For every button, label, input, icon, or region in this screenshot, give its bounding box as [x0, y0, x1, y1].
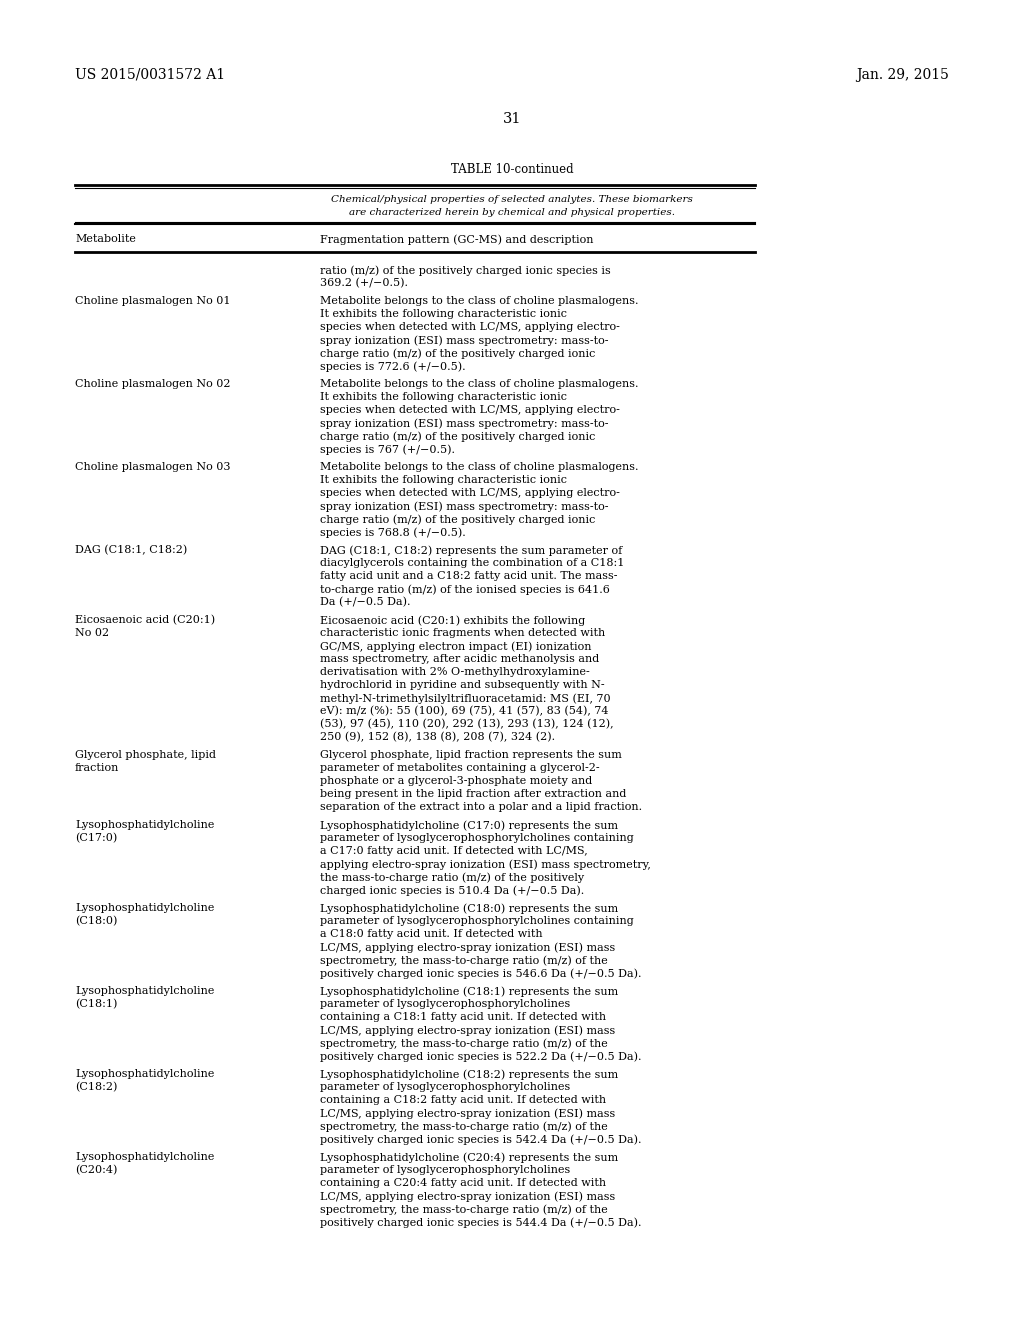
Text: charge ratio (m/z) of the positively charged ionic: charge ratio (m/z) of the positively cha… — [319, 432, 595, 442]
Text: LC/MS, applying electro-spray ionization (ESI) mass: LC/MS, applying electro-spray ionization… — [319, 1191, 615, 1201]
Text: spray ionization (ESI) mass spectrometry: mass-to-: spray ionization (ESI) mass spectrometry… — [319, 502, 608, 512]
Text: Jan. 29, 2015: Jan. 29, 2015 — [856, 69, 949, 82]
Text: (53), 97 (45), 110 (20), 292 (13), 293 (13), 124 (12),: (53), 97 (45), 110 (20), 292 (13), 293 (… — [319, 719, 613, 730]
Text: Chemical/physical properties of selected analytes. These biomarkers: Chemical/physical properties of selected… — [331, 195, 693, 205]
Text: Eicosaenoic acid (C20:1) exhibits the following: Eicosaenoic acid (C20:1) exhibits the fo… — [319, 615, 586, 626]
Text: spectrometry, the mass-to-charge ratio (m/z) of the: spectrometry, the mass-to-charge ratio (… — [319, 1121, 608, 1131]
Text: Lysophosphatidylcholine (C20:4) represents the sum: Lysophosphatidylcholine (C20:4) represen… — [319, 1152, 618, 1163]
Text: Metabolite belongs to the class of choline plasmalogens.: Metabolite belongs to the class of choli… — [319, 296, 639, 306]
Text: (C20:4): (C20:4) — [75, 1166, 118, 1175]
Text: Lysophosphatidylcholine (C18:1) represents the sum: Lysophosphatidylcholine (C18:1) represen… — [319, 986, 618, 997]
Text: mass spectrometry, after acidic methanolysis and: mass spectrometry, after acidic methanol… — [319, 653, 599, 664]
Text: spray ionization (ESI) mass spectrometry: mass-to-: spray ionization (ESI) mass spectrometry… — [319, 418, 608, 429]
Text: 31: 31 — [503, 112, 521, 125]
Text: Choline plasmalogen No 02: Choline plasmalogen No 02 — [75, 379, 230, 389]
Text: parameter of lysoglycerophosphorylcholines: parameter of lysoglycerophosphorylcholin… — [319, 999, 570, 1008]
Text: Lysophosphatidylcholine: Lysophosphatidylcholine — [75, 986, 214, 997]
Text: Lysophosphatidylcholine: Lysophosphatidylcholine — [75, 1069, 214, 1078]
Text: spray ionization (ESI) mass spectrometry: mass-to-: spray ionization (ESI) mass spectrometry… — [319, 335, 608, 346]
Text: US 2015/0031572 A1: US 2015/0031572 A1 — [75, 69, 225, 82]
Text: Lysophosphatidylcholine: Lysophosphatidylcholine — [75, 820, 214, 830]
Text: are characterized herein by chemical and physical properties.: are characterized herein by chemical and… — [349, 209, 675, 216]
Text: (C18:0): (C18:0) — [75, 916, 118, 927]
Text: hydrochlorid in pyridine and subsequently with N-: hydrochlorid in pyridine and subsequentl… — [319, 680, 604, 690]
Text: phosphate or a glycerol-3-phosphate moiety and: phosphate or a glycerol-3-phosphate moie… — [319, 776, 592, 785]
Text: species when detected with LC/MS, applying electro-: species when detected with LC/MS, applyi… — [319, 488, 620, 498]
Text: (C18:1): (C18:1) — [75, 999, 118, 1010]
Text: GC/MS, applying electron impact (EI) ionization: GC/MS, applying electron impact (EI) ion… — [319, 642, 592, 652]
Text: Lysophosphatidylcholine (C17:0) represents the sum: Lysophosphatidylcholine (C17:0) represen… — [319, 820, 618, 830]
Text: parameter of lysoglycerophosphorylcholines containing: parameter of lysoglycerophosphorylcholin… — [319, 916, 634, 927]
Text: species when detected with LC/MS, applying electro-: species when detected with LC/MS, applyi… — [319, 405, 620, 414]
Text: Lysophosphatidylcholine: Lysophosphatidylcholine — [75, 903, 214, 913]
Text: 369.2 (+/−0.5).: 369.2 (+/−0.5). — [319, 279, 408, 288]
Text: characteristic ionic fragments when detected with: characteristic ionic fragments when dete… — [319, 628, 605, 638]
Text: Metabolite belongs to the class of choline plasmalogens.: Metabolite belongs to the class of choli… — [319, 379, 639, 389]
Text: a C18:0 fatty acid unit. If detected with: a C18:0 fatty acid unit. If detected wit… — [319, 929, 543, 939]
Text: 250 (9), 152 (8), 138 (8), 208 (7), 324 (2).: 250 (9), 152 (8), 138 (8), 208 (7), 324 … — [319, 733, 555, 742]
Text: It exhibits the following characteristic ionic: It exhibits the following characteristic… — [319, 309, 567, 319]
Text: (C18:2): (C18:2) — [75, 1082, 118, 1093]
Text: species is 767 (+/−0.5).: species is 767 (+/−0.5). — [319, 444, 455, 454]
Text: Choline plasmalogen No 03: Choline plasmalogen No 03 — [75, 462, 230, 473]
Text: Metabolite belongs to the class of choline plasmalogens.: Metabolite belongs to the class of choli… — [319, 462, 639, 473]
Text: It exhibits the following characteristic ionic: It exhibits the following characteristic… — [319, 475, 567, 484]
Text: positively charged ionic species is 546.6 Da (+/−0.5 Da).: positively charged ionic species is 546.… — [319, 968, 641, 978]
Text: containing a C20:4 fatty acid unit. If detected with: containing a C20:4 fatty acid unit. If d… — [319, 1177, 606, 1188]
Text: a C17:0 fatty acid unit. If detected with LC/MS,: a C17:0 fatty acid unit. If detected wit… — [319, 846, 588, 855]
Text: eV): m/z (%): 55 (100), 69 (75), 41 (57), 83 (54), 74: eV): m/z (%): 55 (100), 69 (75), 41 (57)… — [319, 706, 608, 717]
Text: charge ratio (m/z) of the positively charged ionic: charge ratio (m/z) of the positively cha… — [319, 348, 595, 359]
Text: (C17:0): (C17:0) — [75, 833, 118, 843]
Text: Choline plasmalogen No 01: Choline plasmalogen No 01 — [75, 296, 230, 306]
Text: spectrometry, the mass-to-charge ratio (m/z) of the: spectrometry, the mass-to-charge ratio (… — [319, 1204, 608, 1214]
Text: Glycerol phosphate, lipid: Glycerol phosphate, lipid — [75, 750, 216, 760]
Text: parameter of metabolites containing a glycerol-2-: parameter of metabolites containing a gl… — [319, 763, 600, 774]
Text: parameter of lysoglycerophosphorylcholines: parameter of lysoglycerophosphorylcholin… — [319, 1166, 570, 1175]
Text: containing a C18:2 fatty acid unit. If detected with: containing a C18:2 fatty acid unit. If d… — [319, 1096, 606, 1105]
Text: spectrometry, the mass-to-charge ratio (m/z) of the: spectrometry, the mass-to-charge ratio (… — [319, 1038, 608, 1048]
Text: spectrometry, the mass-to-charge ratio (m/z) of the: spectrometry, the mass-to-charge ratio (… — [319, 954, 608, 965]
Text: DAG (C18:1, C18:2) represents the sum parameter of: DAG (C18:1, C18:2) represents the sum pa… — [319, 545, 623, 556]
Text: species is 768.8 (+/−0.5).: species is 768.8 (+/−0.5). — [319, 527, 466, 537]
Text: species when detected with LC/MS, applying electro-: species when detected with LC/MS, applyi… — [319, 322, 620, 333]
Text: positively charged ionic species is 542.4 Da (+/−0.5 Da).: positively charged ionic species is 542.… — [319, 1134, 641, 1144]
Text: ratio (m/z) of the positively charged ionic species is: ratio (m/z) of the positively charged io… — [319, 265, 610, 276]
Text: Fragmentation pattern (GC-MS) and description: Fragmentation pattern (GC-MS) and descri… — [319, 234, 594, 244]
Text: LC/MS, applying electro-spray ionization (ESI) mass: LC/MS, applying electro-spray ionization… — [319, 942, 615, 953]
Text: to-charge ratio (m/z) of the ionised species is 641.6: to-charge ratio (m/z) of the ionised spe… — [319, 583, 610, 594]
Text: separation of the extract into a polar and a lipid fraction.: separation of the extract into a polar a… — [319, 803, 642, 812]
Text: Eicosaenoic acid (C20:1): Eicosaenoic acid (C20:1) — [75, 615, 215, 626]
Text: methyl-N-trimethylsilyltrifluoracetamid: MS (EI, 70: methyl-N-trimethylsilyltrifluoracetamid:… — [319, 693, 610, 704]
Text: applying electro-spray ionization (ESI) mass spectrometry,: applying electro-spray ionization (ESI) … — [319, 859, 651, 870]
Text: DAG (C18:1, C18:2): DAG (C18:1, C18:2) — [75, 545, 187, 556]
Text: containing a C18:1 fatty acid unit. If detected with: containing a C18:1 fatty acid unit. If d… — [319, 1012, 606, 1022]
Text: Lysophosphatidylcholine: Lysophosphatidylcholine — [75, 1152, 214, 1162]
Text: derivatisation with 2% O-methylhydroxylamine-: derivatisation with 2% O-methylhydroxyla… — [319, 667, 590, 677]
Text: parameter of lysoglycerophosphorylcholines: parameter of lysoglycerophosphorylcholin… — [319, 1082, 570, 1092]
Text: Da (+/−0.5 Da).: Da (+/−0.5 Da). — [319, 597, 411, 607]
Text: It exhibits the following characteristic ionic: It exhibits the following characteristic… — [319, 392, 567, 403]
Text: charged ionic species is 510.4 Da (+/−0.5 Da).: charged ionic species is 510.4 Da (+/−0.… — [319, 884, 585, 895]
Text: fatty acid unit and a C18:2 fatty acid unit. The mass-: fatty acid unit and a C18:2 fatty acid u… — [319, 572, 617, 581]
Text: being present in the lipid fraction after extraction and: being present in the lipid fraction afte… — [319, 789, 627, 799]
Text: charge ratio (m/z) of the positively charged ionic: charge ratio (m/z) of the positively cha… — [319, 513, 595, 524]
Text: parameter of lysoglycerophosphorylcholines containing: parameter of lysoglycerophosphorylcholin… — [319, 833, 634, 843]
Text: positively charged ionic species is 544.4 Da (+/−0.5 Da).: positively charged ionic species is 544.… — [319, 1217, 641, 1228]
Text: Lysophosphatidylcholine (C18:0) represents the sum: Lysophosphatidylcholine (C18:0) represen… — [319, 903, 618, 913]
Text: No 02: No 02 — [75, 628, 110, 638]
Text: the mass-to-charge ratio (m/z) of the positively: the mass-to-charge ratio (m/z) of the po… — [319, 873, 584, 883]
Text: Lysophosphatidylcholine (C18:2) represents the sum: Lysophosphatidylcholine (C18:2) represen… — [319, 1069, 618, 1080]
Text: fraction: fraction — [75, 763, 120, 774]
Text: LC/MS, applying electro-spray ionization (ESI) mass: LC/MS, applying electro-spray ionization… — [319, 1026, 615, 1036]
Text: Metabolite: Metabolite — [75, 234, 136, 244]
Text: positively charged ionic species is 522.2 Da (+/−0.5 Da).: positively charged ionic species is 522.… — [319, 1051, 641, 1061]
Text: diacylglycerols containing the combination of a C18:1: diacylglycerols containing the combinati… — [319, 558, 625, 568]
Text: Glycerol phosphate, lipid fraction represents the sum: Glycerol phosphate, lipid fraction repre… — [319, 750, 622, 760]
Text: LC/MS, applying electro-spray ionization (ESI) mass: LC/MS, applying electro-spray ionization… — [319, 1107, 615, 1118]
Text: TABLE 10-continued: TABLE 10-continued — [451, 162, 573, 176]
Text: species is 772.6 (+/−0.5).: species is 772.6 (+/−0.5). — [319, 360, 466, 371]
